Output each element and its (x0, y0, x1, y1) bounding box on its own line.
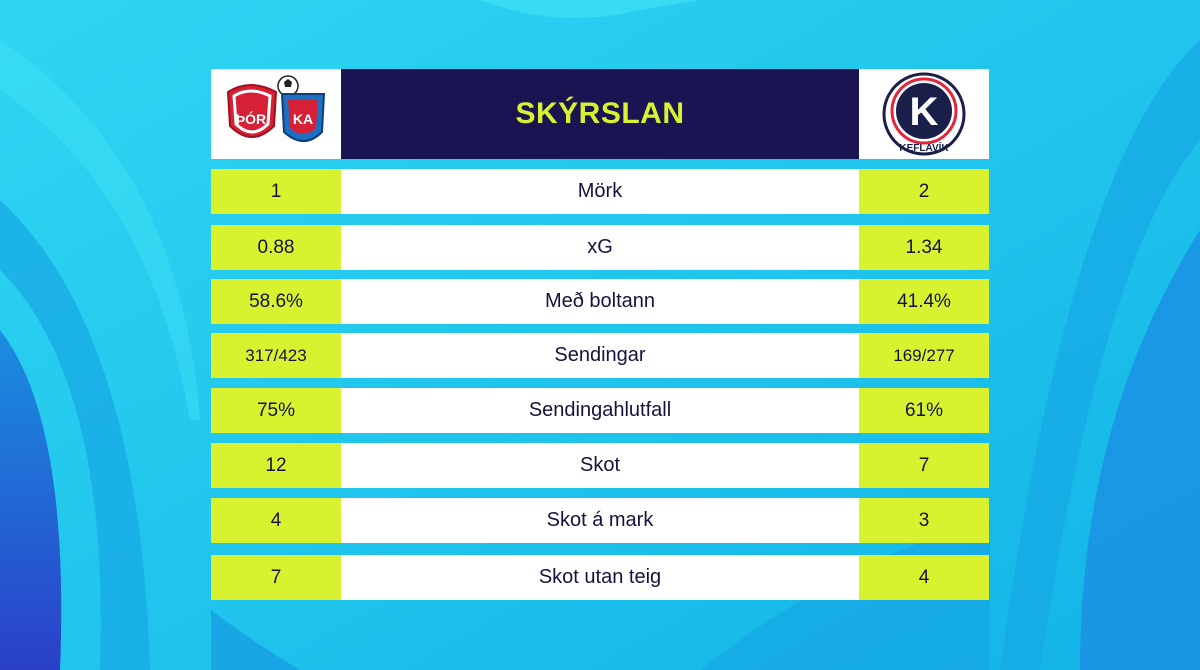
away-value: 41.4% (859, 279, 989, 324)
stat-label: Skot á mark (341, 498, 859, 543)
away-logo: K KEFLAVÍK (859, 69, 989, 159)
stat-row: 0.88 xG 1.34 (211, 225, 989, 270)
svg-text:K: K (910, 90, 939, 134)
away-value: 169/277 (859, 333, 989, 378)
stat-row: 75% Sendingahlutfall 61% (211, 388, 989, 433)
home-value: 0.88 (211, 225, 341, 270)
stat-row: 7 Skot utan teig 4 (211, 555, 989, 600)
stat-label: xG (341, 225, 859, 270)
stat-row: 58.6% Með boltann 41.4% (211, 279, 989, 324)
stat-row: 1 Mörk 2 (211, 169, 989, 214)
keflavik-crest-icon: K KEFLAVÍK (882, 72, 966, 156)
stat-label: Skot utan teig (341, 555, 859, 600)
away-value: 4 (859, 555, 989, 600)
page-title: SKÝRSLAN (515, 97, 685, 130)
away-value: 61% (859, 388, 989, 433)
stat-label: Með boltann (341, 279, 859, 324)
away-value: 2 (859, 169, 989, 214)
stat-label: Sendingahlutfall (341, 388, 859, 433)
stat-label: Skot (341, 443, 859, 488)
title-bar: SKÝRSLAN (341, 69, 859, 159)
home-value: 12 (211, 443, 341, 488)
stat-label: Mörk (341, 169, 859, 214)
stat-row: 12 Skot 7 (211, 443, 989, 488)
away-value: 1.34 (859, 225, 989, 270)
board-header: ÞÓR KA SKÝRSLAN K KEFLAVÍK (211, 69, 989, 159)
home-value: 1 (211, 169, 341, 214)
thor-ka-crest-icon: ÞÓR KA (226, 75, 326, 142)
home-value: 7 (211, 555, 341, 600)
stat-row: 317/423 Sendingar 169/277 (211, 333, 989, 378)
svg-text:KA: KA (293, 111, 313, 127)
stat-row: 4 Skot á mark 3 (211, 498, 989, 543)
home-logo: ÞÓR KA (211, 69, 341, 159)
home-value: 4 (211, 498, 341, 543)
stat-label: Sendingar (341, 333, 859, 378)
home-value: 317/423 (211, 333, 341, 378)
svg-text:ÞÓR: ÞÓR (236, 110, 266, 127)
home-value: 58.6% (211, 279, 341, 324)
away-value: 3 (859, 498, 989, 543)
home-value: 75% (211, 388, 341, 433)
svg-text:KEFLAVÍK: KEFLAVÍK (899, 141, 949, 154)
away-value: 7 (859, 443, 989, 488)
